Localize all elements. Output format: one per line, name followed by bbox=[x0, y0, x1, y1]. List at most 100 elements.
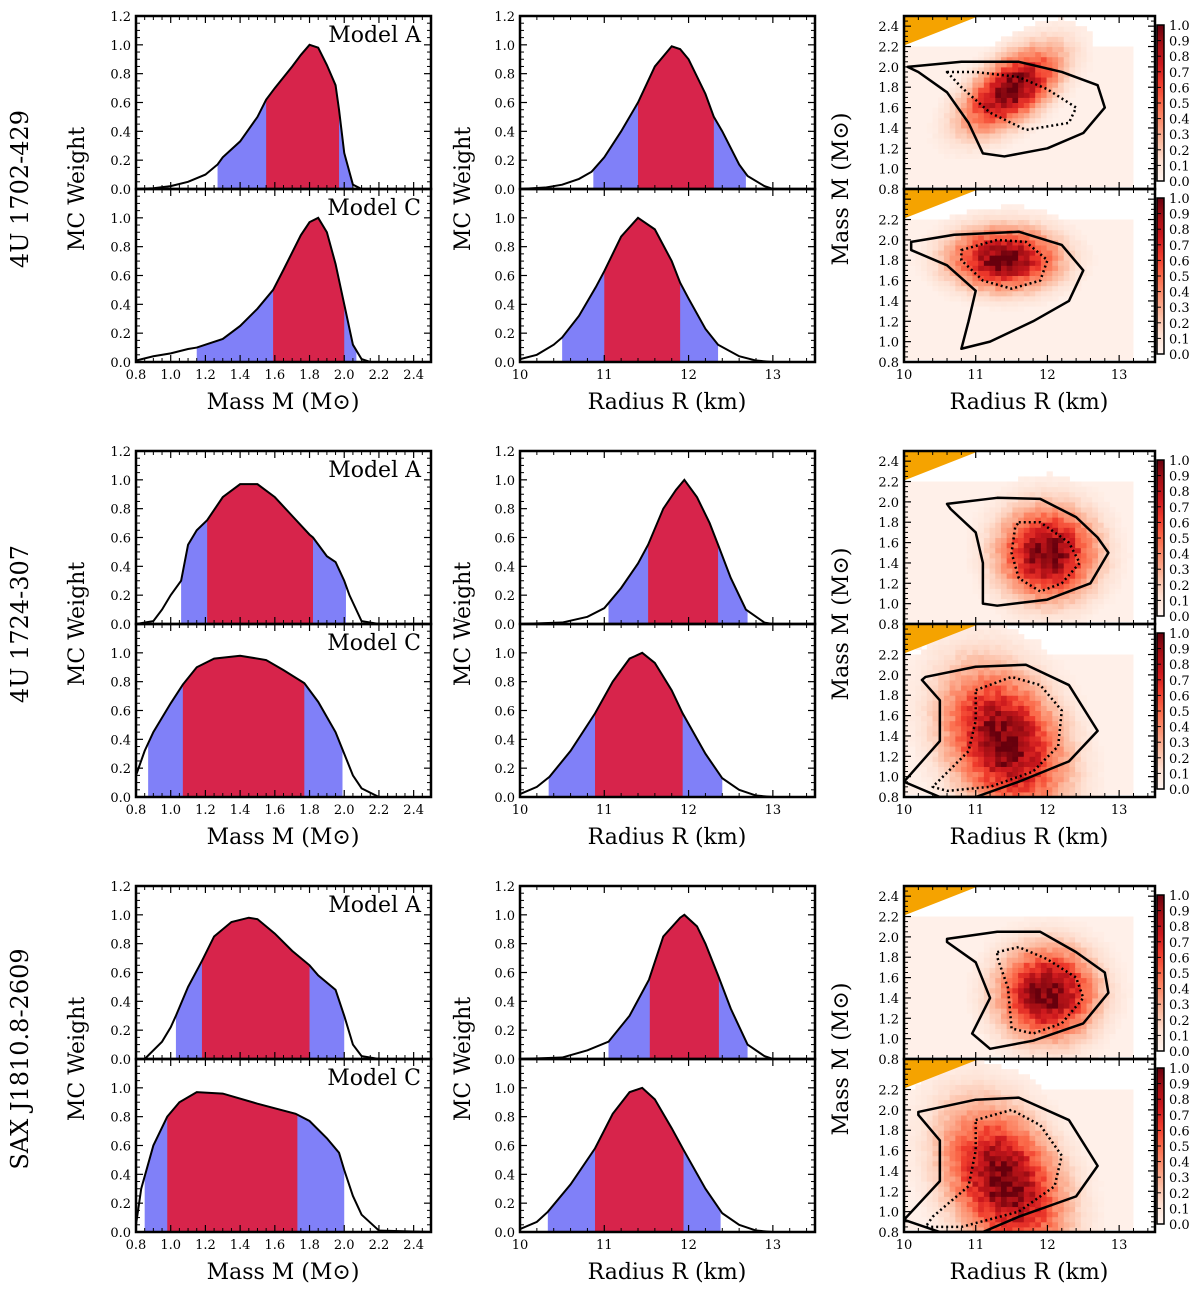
interval-68-fill bbox=[167, 1092, 298, 1232]
heatmap-cell bbox=[1086, 486, 1093, 493]
heatmap-cell bbox=[926, 761, 934, 767]
heatmap-cell bbox=[1069, 705, 1076, 711]
heatmap-cell bbox=[1018, 481, 1025, 488]
heatmap-cell bbox=[1006, 741, 1013, 747]
heatmap-cell bbox=[1063, 239, 1070, 246]
heatmap-cell bbox=[1052, 730, 1059, 737]
heatmap-cell bbox=[1000, 766, 1008, 773]
heatmap-cell bbox=[1052, 31, 1059, 37]
heatmap-cell bbox=[1006, 921, 1013, 928]
heatmap-cell bbox=[978, 542, 985, 549]
heatmap-cell bbox=[1012, 629, 1019, 635]
heatmap-cell bbox=[1046, 593, 1053, 600]
heatmap-cell bbox=[1018, 512, 1025, 518]
heatmap-cell bbox=[949, 87, 956, 93]
heatmap-cell bbox=[1040, 967, 1048, 973]
heatmap-cell bbox=[1000, 987, 1008, 994]
heatmap-cell bbox=[978, 285, 985, 292]
heatmap-cell bbox=[1000, 669, 1008, 676]
heatmap-cell bbox=[989, 771, 996, 778]
heatmap-cell bbox=[966, 700, 973, 706]
heatmap-cell bbox=[1000, 613, 1008, 620]
heatmap-cell bbox=[995, 244, 1002, 251]
heatmap-cell bbox=[966, 756, 973, 762]
heatmap-cell bbox=[983, 219, 991, 226]
heatmap-cell bbox=[1058, 61, 1065, 68]
x-tick-label: 1.8 bbox=[299, 803, 320, 818]
heatmap-cell bbox=[1006, 573, 1013, 579]
heatmap-cell bbox=[978, 280, 985, 287]
heatmap-cell bbox=[1012, 61, 1019, 68]
heatmap-cell bbox=[943, 725, 951, 732]
heatmap-cell bbox=[1075, 725, 1082, 732]
heatmap-cell bbox=[978, 522, 985, 528]
heatmap-cell bbox=[1012, 791, 1019, 797]
heatmap-cell bbox=[1103, 527, 1110, 533]
heatmap-cell bbox=[915, 705, 922, 711]
heatmap-cell bbox=[1069, 537, 1076, 544]
heatmap-cell bbox=[1006, 618, 1013, 624]
heatmap-cell bbox=[909, 741, 916, 747]
heatmap-cell bbox=[966, 982, 973, 989]
heatmap-cell bbox=[1052, 578, 1059, 584]
source-row: 4U 1702-429 MC Weight MC Weight Mass M (M⊙)… bbox=[6, 10, 1190, 415]
heatmap-cell bbox=[1063, 290, 1070, 297]
heatmap-cell bbox=[943, 295, 951, 302]
heatmap-cell bbox=[1052, 547, 1059, 554]
heatmap-cell bbox=[1063, 537, 1070, 544]
heatmap-cell bbox=[1012, 578, 1019, 584]
x-tick-label: 12 bbox=[1039, 803, 1056, 818]
heatmap-cell bbox=[955, 239, 962, 246]
heatmap-cell bbox=[949, 751, 956, 757]
heatmap-cell bbox=[1058, 741, 1065, 747]
plot-area bbox=[520, 651, 815, 797]
heatmap-cell bbox=[1069, 51, 1076, 58]
heatmap-cell bbox=[1075, 608, 1082, 615]
heatmap-cell bbox=[983, 1038, 991, 1045]
contour-68 bbox=[931, 675, 1064, 793]
heatmap-cell bbox=[1000, 992, 1008, 999]
heatmap-cell bbox=[1029, 926, 1036, 933]
heatmap-cell bbox=[1058, 512, 1065, 518]
heatmap-cell bbox=[1029, 56, 1036, 63]
heatmap-cell bbox=[1046, 36, 1053, 42]
heatmap-cell bbox=[983, 685, 991, 691]
heatmap-cell bbox=[955, 229, 962, 236]
heatmap-cell bbox=[1040, 265, 1048, 271]
y-tick-label: 0.8 bbox=[110, 676, 131, 691]
heatmap-cell bbox=[1040, 214, 1048, 221]
heatmap-cell bbox=[1029, 941, 1036, 948]
y-tick-label: 2.0 bbox=[878, 496, 899, 511]
heatmap-cell bbox=[1029, 295, 1036, 302]
heatmap-cell bbox=[983, 735, 991, 742]
interval-68-fill bbox=[638, 46, 714, 189]
heatmap-cell bbox=[1018, 255, 1025, 261]
heatmap-cell bbox=[961, 153, 968, 159]
heatmap-cell bbox=[966, 229, 973, 236]
heatmap-cell bbox=[989, 781, 996, 788]
heatmap-cell bbox=[1029, 588, 1036, 594]
heatmap-cell bbox=[932, 746, 939, 752]
heatmap-cell bbox=[943, 695, 951, 701]
heatmap-cell bbox=[1029, 952, 1036, 958]
heatmap-cell bbox=[1012, 506, 1019, 513]
heatmap-cell bbox=[989, 224, 996, 231]
heatmap-cell bbox=[1040, 618, 1048, 624]
colorbar-tick-label: 0.7 bbox=[1169, 239, 1190, 254]
heatmap-cell bbox=[955, 690, 962, 696]
heatmap-cell bbox=[1000, 270, 1008, 276]
heatmap-cell bbox=[1029, 700, 1036, 706]
heatmap-cell bbox=[983, 1023, 991, 1029]
heatmap-cell bbox=[1029, 583, 1036, 589]
heatmap-cell bbox=[1000, 588, 1008, 594]
heatmap-cell bbox=[932, 659, 939, 666]
heatmap-cell bbox=[1012, 290, 1019, 297]
heatmap-cell bbox=[1029, 725, 1036, 732]
heatmap-cell bbox=[983, 148, 991, 154]
heatmap-cell bbox=[1080, 598, 1088, 605]
heatmap-cell bbox=[955, 255, 962, 261]
heatmap-cell bbox=[1075, 265, 1082, 271]
heatmap-cell bbox=[1080, 527, 1088, 533]
heatmap-cell bbox=[995, 285, 1002, 292]
heatmap-cell bbox=[1080, 250, 1088, 256]
